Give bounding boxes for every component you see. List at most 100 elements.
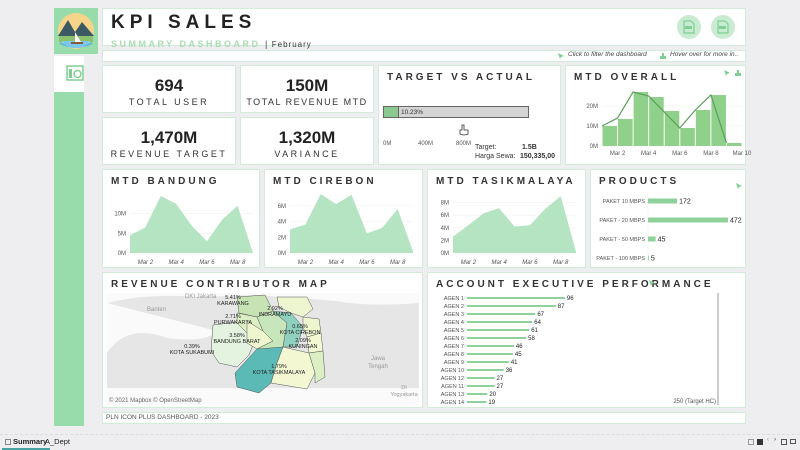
hover-hand-icon [660,53,666,59]
hover-hand-icon [735,70,741,76]
map-label-indramayu: 2.92% INDRAMAYU [258,306,292,318]
next-sheet-icon[interactable]: › [774,437,776,443]
kpi-revenue-target: 1,470M REVENUE TARGET [102,117,236,165]
category-label: AGEN 14 [441,400,464,406]
x-tick-label: Mar 6 [522,260,538,266]
mtd-cirebon-card[interactable]: MTD CIREBON 0M 2M 4M 6M Mar 2 Mar 4 Mar 6 Mar 8 [264,169,423,268]
category-label: AGEN 7 [444,344,464,350]
value-label: 36 [506,368,513,374]
value-label: 27 [497,384,504,390]
sheet-tab-a-dept[interactable]: A_Dept [45,437,71,446]
area-series [453,196,576,253]
category-label: AGEN 10 [441,368,464,374]
dashboard-nav-icon[interactable] [66,65,84,81]
ae-performance-card[interactable]: ACCOUNT EXECUTIVE PERFORMANCE AGEN 1 96 AG… [427,272,746,408]
x-tick-label: Mar 8 [703,151,719,157]
y-tick-label: 0M [441,251,449,257]
sheet-tab-summary[interactable]: Summary [2,436,51,450]
present-icon[interactable] [790,439,796,444]
value-label: 19 [488,400,495,406]
products-card[interactable]: PRODUCTS PAKET 10 MBPS 172 PAKET - 20 MBPS… [590,169,746,268]
click-cursor-icon [558,53,564,59]
target-progress-bar[interactable]: 10.23% [383,106,529,118]
mtd-tasikmalaya-chart[interactable]: 0M 2M 4M 6M 8M Mar 2 Mar 4 Mar 6 Mar 8 [428,170,587,269]
x-tick-label: Mar 2 [138,260,154,266]
map-label-kota-sukabumi: 0.39% KOTA SUKABUMI [169,344,215,356]
title-separator: | [264,39,268,49]
category-label: AGEN 11 [441,384,464,390]
category-label: PAKET - 50 MBPS [599,237,645,243]
category-label: AGEN 3 [444,312,464,318]
card-title: ACCOUNT EXECUTIVE PERFORMANCE [436,279,714,290]
kpi-total-revenue-mtd: 150M TOTAL REVENUE MTD [240,65,374,113]
bar [664,111,680,146]
value-label: 67 [537,312,544,318]
fullscreen-icon[interactable] [781,439,787,445]
x-tick-label: Mar 4 [641,151,657,157]
grid-view-icon[interactable] [748,439,754,445]
card-title: REVENUE CONTRIBUTOR MAP [111,279,330,290]
x-tick-label: Mar 8 [553,260,569,266]
y-tick-label: 4M [441,226,449,232]
x-tick-label: Mar 10 [733,151,752,157]
progress-label: 10.23% [401,109,424,116]
hover-hint: Hover over for more in.. [670,51,739,58]
map-label-bandung-barat: 3.58% BANDUNG BARAT [213,333,261,345]
area-series [130,195,253,253]
bar [648,198,678,204]
x-tick-label: Mar 2 [610,151,626,157]
target-progress-fill [384,107,399,117]
mtd-overall-card[interactable]: MTD OVERALL 0M 10M 20M Mar 2 Mar 4 Mar 6 Mar 8… [565,65,752,166]
y-tick-label: 2M [278,235,286,241]
filter-cursor-icon[interactable] [723,69,731,77]
x-tick: 800M [456,141,472,147]
y-tick-label: 20M [586,104,598,110]
map-label-kota-tasikmalaya: 1.79% KOTA TASIKMALAYA [252,364,306,376]
pdf-download-button[interactable] [677,15,701,39]
ae-performance-chart[interactable]: AGEN 1 96 AGEN 2 87 AGEN 3 67 AGEN 4 64 AGEN 5 61… [428,273,747,409]
category-label: AGEN 4 [444,320,464,326]
mtd-bandung-card[interactable]: MTD BANDUNG 0M 5M 10M Mar 2 Mar 4 Mar 6 Mar 8 [102,169,260,268]
kpi-label: TOTAL REVENUE MTD [246,97,368,107]
image-download-icon [717,20,729,34]
bar [467,369,504,371]
prev-sheet-icon[interactable]: ‹ [767,437,769,443]
mtd-cirebon-chart[interactable]: 0M 2M 4M 6M Mar 2 Mar 4 Mar 6 Mar 8 [265,170,424,269]
kpi-label: TOTAL USER [128,97,210,107]
kpi-label: VARIANCE [274,149,340,159]
value-label: 41 [511,360,518,366]
pdf-download-icon [683,20,695,34]
sheet-view-icon[interactable] [757,439,763,445]
filter-cursor-icon[interactable] [648,279,656,287]
bar [467,401,487,403]
category-label: AGEN 13 [441,392,464,398]
map-label-kota-cirebon: 0.65% KOTA CIREBON [279,324,321,336]
mtd-bandung-chart[interactable]: 0M 5M 10M Mar 2 Mar 4 Mar 6 Mar 8 [103,170,261,269]
line-series [601,91,728,144]
map-bg-label: Banten [147,307,167,313]
mtd-overall-chart[interactable]: 0M 10M 20M Mar 2 Mar 4 Mar 6 Mar 8 Mar 10 [566,66,752,166]
filter-cursor-icon[interactable] [735,182,743,190]
bar [602,126,618,146]
x-tick-label: Mar 2 [298,260,314,266]
footer-text: PLN ICON PLUS DASHBOARD - 2023 [106,414,219,421]
click-hint: Click to filter the dashboard [568,51,647,58]
sheet-tab-bar: Summary A_Dept ‹ › [0,434,800,450]
value-label: 5 [651,256,655,263]
bar [467,305,556,307]
image-download-button[interactable] [711,15,735,39]
map-attribution[interactable]: © 2021 Mapbox © OpenStreetMap [109,398,202,404]
value-label: 472 [730,218,742,225]
value-label: 46 [516,344,523,350]
bar [680,128,695,146]
x-tick: 400M [418,141,434,147]
target-vs-actual-card[interactable]: TARGET VS ACTUAL 10.23% 0M 400M 800M Tar… [378,65,561,165]
revenue-contributor-map[interactable] [107,293,419,405]
products-chart[interactable]: PAKET 10 MBPS 172 PAKET - 20 MBPS 472 PAKET … [591,170,747,269]
category-label: PAKET 10 MBPS [603,199,646,205]
bar [467,321,533,323]
region-ciamis [308,350,326,384]
revenue-map-card[interactable]: REVENUE CONTRIBUTOR MAP DKI Jakarta Bant… [102,272,423,408]
category-label: PAKET - 20 MBPS [599,218,645,224]
mtd-tasikmalaya-card[interactable]: MTD TASIKMALAYA 0M 2M 4M 6M 8M Mar 2 Mar 4 Mar … [427,169,586,268]
